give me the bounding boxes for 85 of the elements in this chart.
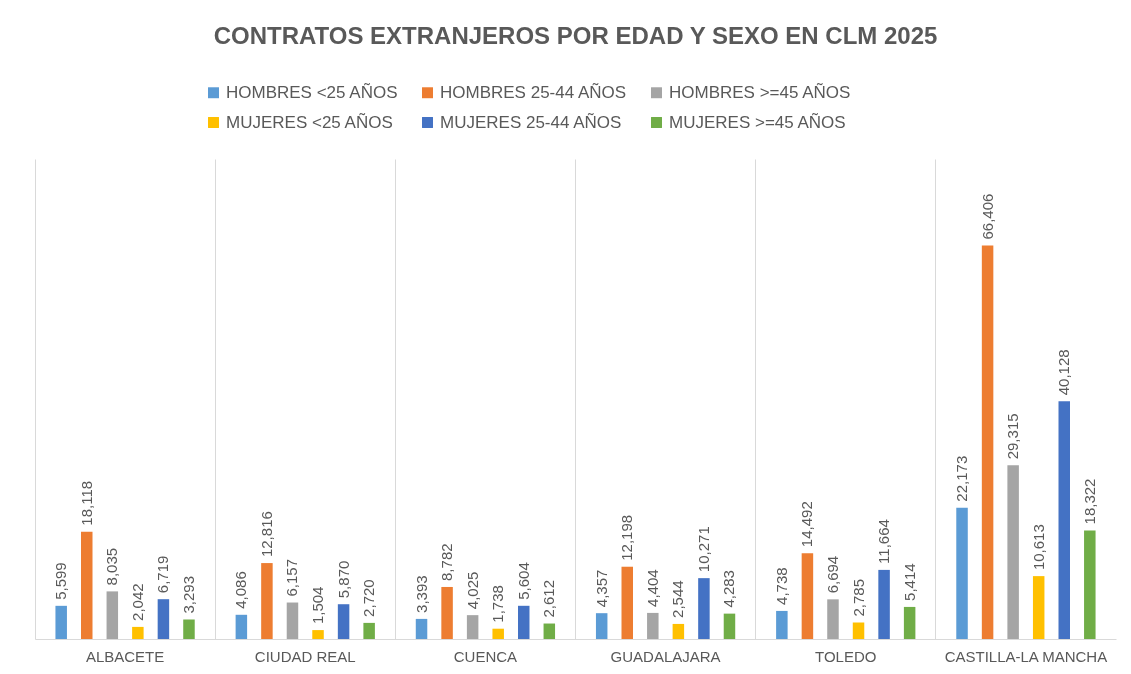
bar [1032,576,1045,639]
bar [981,245,994,639]
bar [776,610,788,639]
data-label: 8,782 [438,543,456,581]
bar [543,623,556,639]
bar [132,626,144,639]
bar [723,613,736,639]
data-label: 18,322 [1080,478,1098,525]
data-label: 18,118 [77,480,95,526]
x-tick-label: TOLEDO [815,647,877,665]
data-label: 5,414 [900,563,918,601]
bar [595,613,608,639]
bar [903,606,916,639]
data-label: 2,544 [669,580,687,618]
legend-label: MUJERES >=45 AÑOS [669,112,846,132]
chart-title: CONTRATOS EXTRANJEROS POR EDAD Y SEXO EN CLM 2025 [213,22,938,49]
bar [415,618,428,639]
x-tick-label: CIUDAD REAL [254,647,356,665]
bar [1084,530,1096,639]
data-label: 11,664 [875,519,893,564]
bar [183,619,195,639]
bar [647,612,659,639]
data-label: 4,086 [232,571,250,609]
data-label: 2,612 [540,579,558,618]
data-label: 4,738 [772,567,790,605]
data-label: 5,870 [334,560,352,599]
bar [852,622,865,639]
bar [1058,401,1070,639]
data-label: 3,393 [412,575,430,613]
bar [157,599,170,639]
x-tick-label: ALBACETE [85,647,165,665]
data-label: 4,404 [643,569,661,607]
data-label: 66,406 [978,193,996,240]
data-label: 29,315 [1004,413,1022,460]
data-label: 4,025 [463,571,481,610]
bar [363,622,375,639]
data-label: 10,271 [694,526,712,573]
data-label: 4,357 [592,569,610,608]
x-tick-label: CASTILLA-LA MANCHA [944,647,1108,665]
data-label: 6,157 [283,558,301,597]
data-label: 1,504 [309,586,327,625]
bar [55,605,67,639]
bar [81,531,93,639]
data-label: 3,293 [179,575,197,614]
data-label: 6,694 [823,555,841,594]
legend-label: HOMBRES <25 AÑOS [226,82,398,102]
bar [827,599,839,639]
bar [698,578,710,639]
data-label: 22,173 [953,455,971,502]
data-label: 4,283 [720,570,738,608]
bar [106,591,119,639]
data-label: 10,613 [1029,524,1047,571]
data-label: 2,720 [360,579,378,617]
bar [621,566,633,639]
legend-label: MUJERES <25 AÑOS [226,112,393,132]
bar [956,507,968,639]
bar [261,563,273,639]
bar [312,630,324,639]
data-label: 40,128 [1055,349,1073,396]
bar [235,614,248,639]
data-label: 2,042 [128,583,146,621]
bar [1007,465,1019,639]
legend-label: HOMBRES 25-44 AÑOS [440,82,627,102]
data-label: 12,198 [618,514,636,561]
data-label: 14,492 [798,501,816,548]
data-label: 2,785 [849,578,867,617]
bar [878,569,890,639]
bar [441,586,453,639]
legend-label: HOMBRES >=45 AÑOS [669,82,851,102]
x-tick-label: GUADALAJARA [610,647,721,665]
bar [286,602,299,639]
data-label: 1,738 [489,585,507,623]
data-label: 6,719 [154,555,172,594]
data-label: 12,816 [257,511,275,558]
data-label: 5,604 [514,562,532,600]
bar [492,628,504,639]
data-label: 5,599 [52,562,70,600]
bar [801,553,814,639]
bar [466,615,479,639]
legend-label: MUJERES 25-44 AÑOS [440,112,622,132]
bar [672,623,685,639]
x-tick-label: CUENCA [453,647,518,665]
bar [337,604,350,639]
bar [518,605,530,639]
data-label: 8,035 [103,547,121,586]
